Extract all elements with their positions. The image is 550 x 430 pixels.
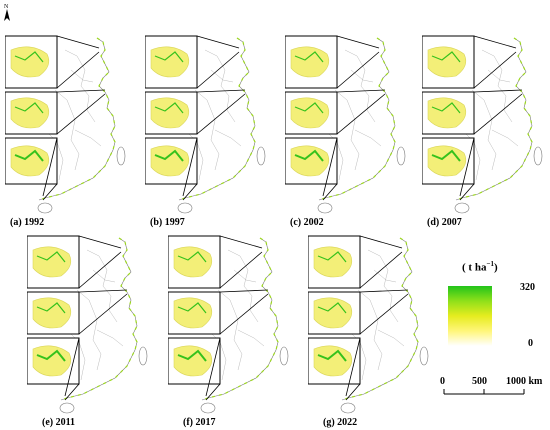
legend-title-main: ( t ha bbox=[462, 261, 487, 274]
map-panel-1997: (b) 1997 bbox=[145, 30, 275, 230]
legend-title-sup: −1 bbox=[486, 260, 494, 268]
legend-min: 0 bbox=[528, 338, 533, 349]
panel-label: (c) 2002 bbox=[290, 217, 324, 228]
panel-label: (e) 2011 bbox=[42, 417, 76, 428]
panel-label: (d) 2007 bbox=[427, 217, 462, 228]
scale-label-500: 500 bbox=[472, 376, 487, 387]
legend-title: ( t ha−1) bbox=[462, 260, 498, 274]
panel-label: (a) 1992 bbox=[10, 217, 45, 228]
color-ramp bbox=[448, 286, 492, 346]
map-graphic bbox=[285, 35, 406, 214]
map-graphic bbox=[308, 235, 429, 414]
map-panel-2017: (f) 2017 bbox=[168, 230, 298, 430]
scale-label-1000: 1000 km bbox=[506, 376, 543, 387]
map-panel-2007: (d) 2007 bbox=[422, 30, 550, 230]
map-graphic bbox=[422, 35, 543, 214]
scale-label-0: 0 bbox=[440, 376, 445, 387]
north-arrow-icon: N bbox=[1, 1, 13, 23]
map-graphic bbox=[27, 235, 148, 414]
map-panel-2011: (e) 2011 bbox=[27, 230, 157, 430]
map-panel-2002: (c) 2002 bbox=[285, 30, 415, 230]
map-graphic bbox=[145, 35, 266, 214]
map-panel-1992: (a) 1992 bbox=[5, 30, 135, 230]
map-graphic bbox=[5, 35, 126, 214]
map-graphic bbox=[168, 235, 289, 414]
panel-label: (g) 2022 bbox=[323, 417, 358, 428]
panel-label: (b) 1997 bbox=[150, 217, 185, 228]
legend-title-end: ) bbox=[493, 261, 498, 274]
legend-max: 320 bbox=[520, 282, 535, 293]
scale-bar bbox=[443, 389, 525, 395]
map-panel-2022: (g) 2022 bbox=[308, 230, 438, 430]
legend: ( t ha−1) 320 0 0 500 1000 km bbox=[440, 260, 550, 420]
north-label: N bbox=[4, 4, 9, 10]
panel-label: (f) 2017 bbox=[183, 417, 216, 428]
